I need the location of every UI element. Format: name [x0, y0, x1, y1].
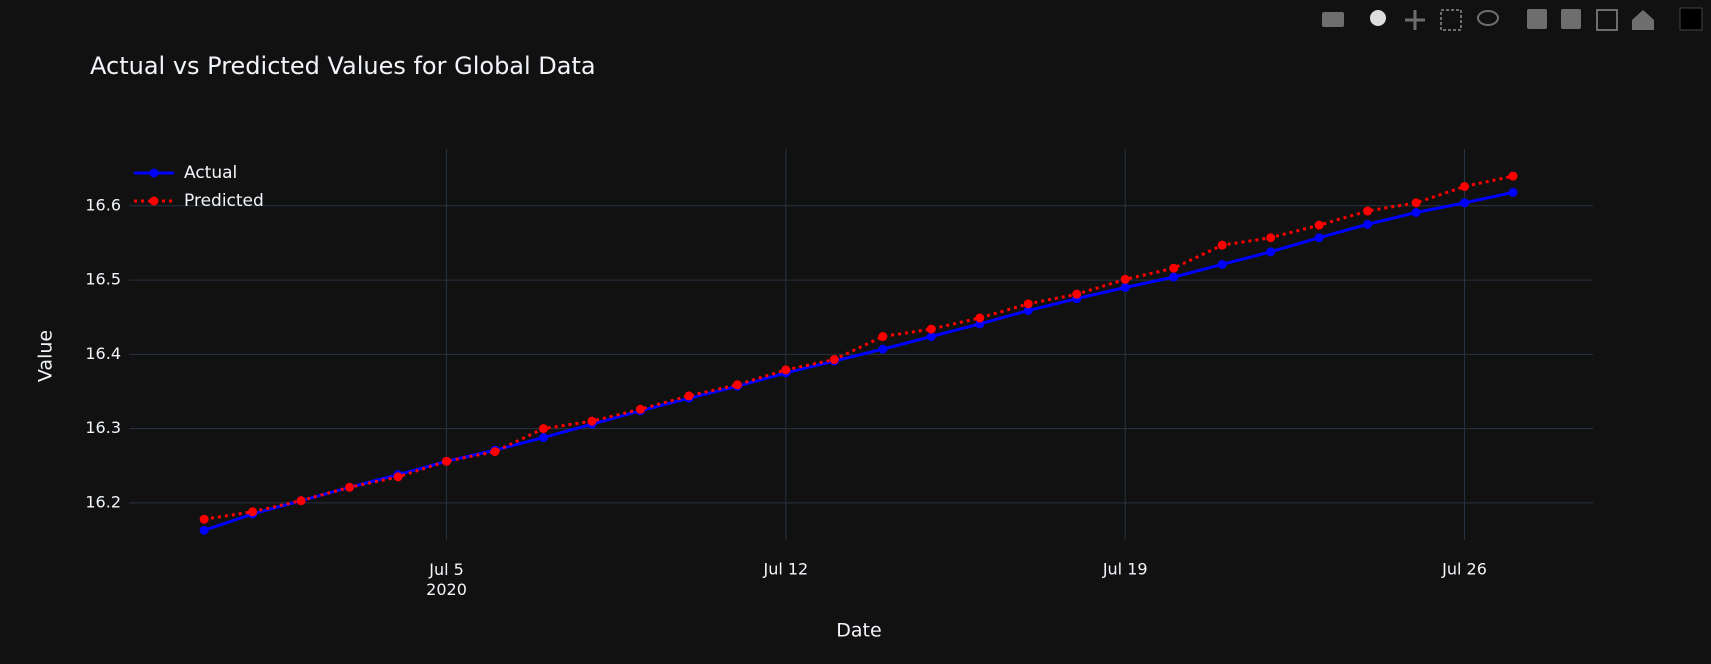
autoscale-button[interactable]	[1596, 9, 1618, 31]
data-point	[538, 433, 548, 443]
data-point	[926, 332, 936, 342]
data-point	[781, 365, 791, 375]
data-point	[1169, 263, 1179, 273]
data-point	[1508, 187, 1518, 197]
x-tick-label: Jul 5 2020	[426, 560, 467, 599]
data-point	[538, 424, 548, 434]
y-tick-label: 16.4	[85, 344, 121, 363]
data-point	[1460, 198, 1470, 208]
data-point	[199, 525, 209, 535]
chart-title: Actual vs Predicted Values for Global Da…	[90, 52, 596, 80]
data-point	[248, 507, 258, 517]
camera-button[interactable]	[1322, 12, 1344, 27]
data-point	[975, 313, 985, 323]
y-axis-title: Value	[35, 330, 57, 382]
data-point	[1266, 247, 1276, 257]
data-point	[1217, 240, 1227, 250]
data-point	[1363, 219, 1373, 229]
modebar	[1322, 7, 1703, 31]
x-tick-label: Jul 26	[1441, 560, 1487, 579]
data-point	[1411, 207, 1421, 217]
data-point	[1314, 233, 1324, 243]
legend-label: Actual	[184, 163, 237, 183]
data-point	[684, 391, 694, 401]
zoom-in-button[interactable]	[1527, 9, 1547, 29]
y-tick-label: 16.6	[85, 195, 121, 214]
data-point	[345, 482, 355, 492]
data-point	[490, 447, 500, 457]
data-point	[1023, 306, 1033, 316]
data-point	[1266, 233, 1276, 243]
data-point	[1363, 206, 1373, 216]
series-line	[203, 174, 1514, 521]
plotly-logo[interactable]	[1679, 7, 1703, 31]
y-tick-label: 16.2	[85, 492, 121, 511]
data-point	[1023, 299, 1033, 309]
data-point	[926, 324, 936, 334]
zoom-out-button[interactable]	[1561, 9, 1581, 29]
lasso-button[interactable]	[1477, 10, 1499, 26]
data-point	[1411, 198, 1421, 208]
data-point	[1460, 182, 1470, 192]
data-point	[1120, 274, 1130, 284]
box-select-button[interactable]	[1440, 9, 1462, 31]
y-tick-label: 16.3	[85, 418, 121, 437]
data-point	[296, 496, 306, 506]
reset-button[interactable]	[1632, 10, 1654, 30]
y-tick-label: 16.5	[85, 270, 121, 289]
x-tick-label: Jul 19	[1102, 560, 1148, 579]
data-point	[1072, 289, 1082, 299]
legend-marker	[149, 196, 159, 206]
data-point	[393, 472, 403, 482]
zoom-button[interactable]	[1370, 10, 1386, 26]
data-point	[1120, 283, 1130, 293]
legend-marker	[149, 168, 159, 178]
data-point	[829, 355, 839, 365]
data-point	[587, 416, 597, 426]
data-point	[878, 332, 888, 342]
pan-button[interactable]	[1405, 10, 1425, 30]
data-point	[732, 380, 742, 390]
legend-label: Predicted	[184, 191, 264, 211]
data-point	[878, 344, 888, 354]
data-point	[199, 514, 209, 524]
data-point	[635, 404, 645, 414]
data-point	[442, 456, 452, 466]
x-tick-label: Jul 12	[762, 560, 808, 579]
data-point	[1169, 272, 1179, 282]
data-point	[1314, 220, 1324, 230]
data-point	[1508, 171, 1518, 181]
data-point	[1217, 259, 1227, 269]
x-axis-title: Date	[836, 620, 881, 642]
